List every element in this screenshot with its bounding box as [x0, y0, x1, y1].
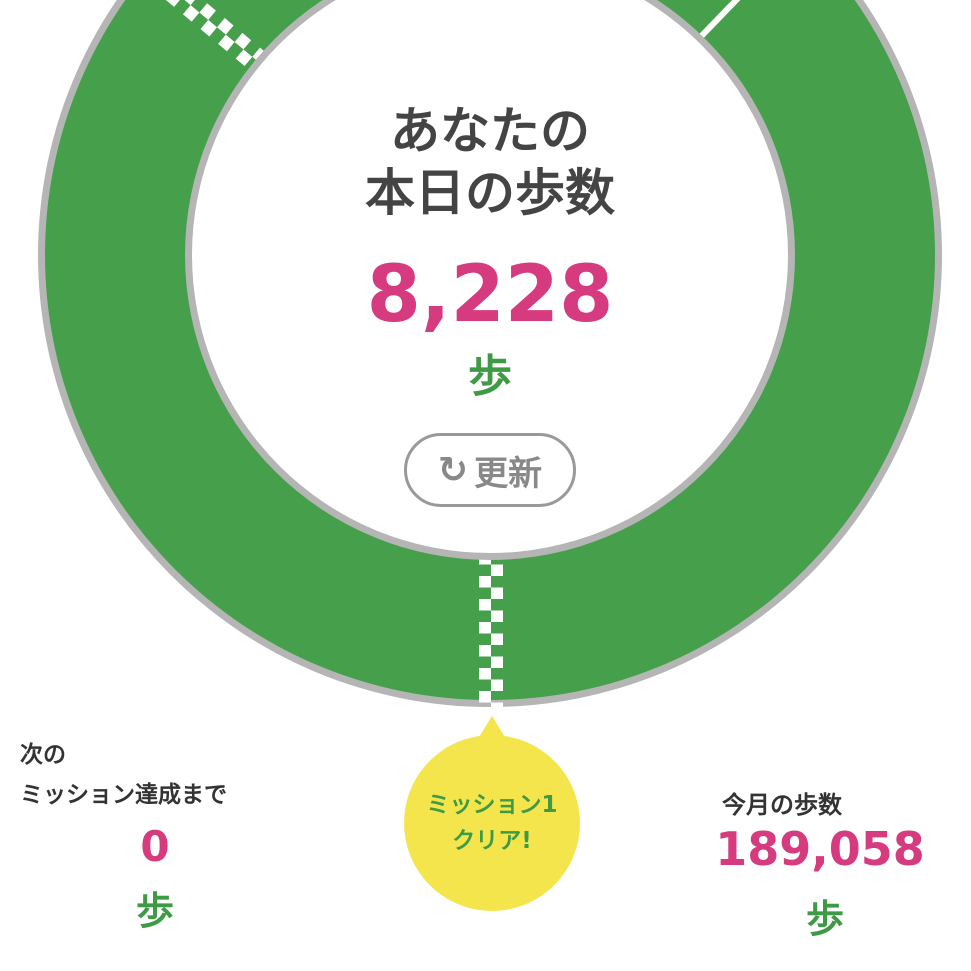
mission-clear-bubble: ミッション1 クリア!: [404, 735, 580, 911]
month-steps-unit: 歩: [805, 897, 844, 941]
bubble-line-1: ミッション1: [426, 792, 558, 818]
next-mission-label-line-2: ミッション達成まで: [20, 782, 227, 808]
refresh-icon: ↻: [437, 449, 469, 491]
title-line-2: 本日の歩数: [365, 164, 615, 222]
mission-1-checker-marker: [479, 553, 503, 714]
today-steps-unit: 歩: [468, 351, 512, 402]
next-mission-steps-value: 0: [140, 822, 170, 871]
today-steps-value: 8,228: [366, 250, 614, 340]
month-steps-value: 189,058: [715, 822, 925, 876]
next-mission-steps-unit: 歩: [135, 889, 174, 933]
title-line-1: あなたの: [390, 102, 590, 160]
mission-2-checker-marker: [165, 0, 269, 67]
next-mission-label: 次の ミッション達成まで: [20, 735, 300, 815]
bubble-line-2: クリア!: [452, 828, 532, 854]
refresh-label: 更新: [474, 453, 543, 494]
ring-center: [192, 0, 788, 553]
next-mission-label-line-1: 次の: [20, 742, 66, 768]
goal-line-marker: [694, 0, 811, 43]
refresh-button[interactable]: ↻ 更新: [404, 433, 576, 507]
month-steps-label: 今月の歩数: [722, 791, 842, 819]
today-steps-title: あなたの 本日の歩数: [290, 100, 690, 224]
